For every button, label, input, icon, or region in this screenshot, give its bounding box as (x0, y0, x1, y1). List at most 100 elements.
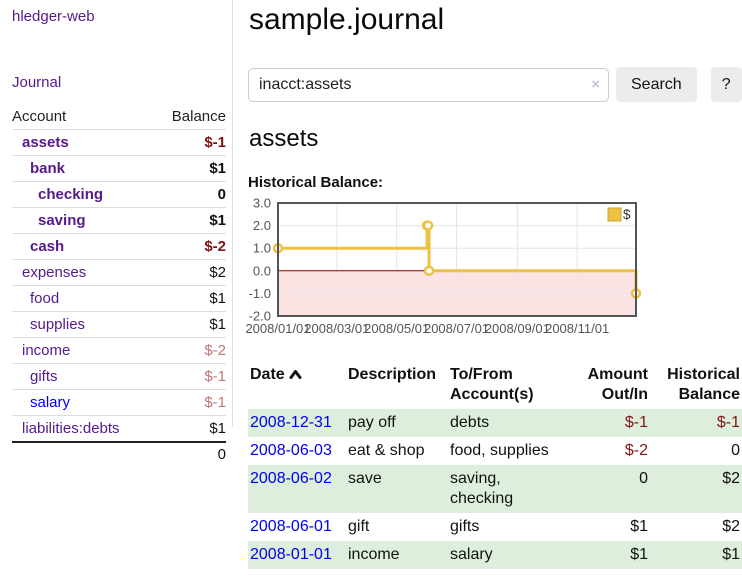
register-accounts: debts (450, 414, 490, 431)
account-row: checking 0 (12, 181, 226, 208)
register-description: eat & shop (348, 442, 425, 459)
app-title-link[interactable]: hledger-web (12, 8, 95, 25)
x-tick-label: 2008/07/01 (424, 321, 489, 336)
sidebar-account-link[interactable]: cash (30, 238, 65, 255)
x-tick-label: 2008/03/01 (304, 321, 369, 336)
account-row: assets $-1 (12, 129, 226, 156)
register-date-cell: 2008-06-03 (248, 437, 346, 465)
sidebar-account-balance: $-2 (154, 337, 226, 364)
search-input[interactable] (248, 67, 609, 102)
register-amount: $-1 (624, 414, 648, 431)
register-row: 2008-06-02 save saving, checking 0 $2 (248, 465, 742, 513)
sidebar-account-balance: $1 (154, 207, 226, 234)
register-date-link[interactable]: 2008-12-31 (250, 414, 332, 431)
nav-journal-link[interactable]: Journal (12, 74, 62, 91)
search-bar: × Search ? (248, 67, 742, 102)
accounts-col-balance: Balance (154, 105, 226, 130)
register-col-description: Description (348, 366, 437, 383)
register-amount: 0 (639, 470, 648, 487)
register-amount: $1 (630, 518, 648, 535)
register-date-link[interactable]: 2008-06-01 (250, 518, 332, 535)
sidebar-account-link[interactable]: expenses (22, 264, 87, 281)
register-date-cell: 2008-12-31 (248, 409, 346, 437)
register-col-date[interactable]: Date (248, 363, 346, 409)
y-tick-label: 0.0 (253, 263, 271, 278)
register-col-amount: Amount Out/In (587, 366, 648, 403)
register-date-cell: 2008-06-02 (248, 465, 346, 513)
sidebar-account-link[interactable]: gifts (30, 368, 58, 385)
register-date-cell: 2008-01-01 (248, 541, 346, 569)
register-amount: $1 (630, 546, 648, 563)
register-description: save (348, 470, 382, 487)
legend-label: $ (623, 207, 631, 222)
account-heading: assets (249, 125, 319, 152)
register-date-link[interactable]: 2008-06-02 (250, 470, 332, 487)
accounts-col-account: Account (12, 105, 155, 130)
register-accounts: saving, checking (450, 470, 514, 507)
sidebar-account-balance: $2 (154, 259, 226, 286)
sidebar-account-link[interactable]: checking (38, 186, 104, 203)
sort-ascending-icon (289, 366, 302, 386)
page-title: sample.journal (249, 3, 445, 36)
register-col-date-label: Date (250, 366, 285, 383)
sidebar-account-link[interactable]: food (30, 290, 60, 307)
sidebar-account-balance: $1 (154, 155, 226, 182)
clear-search-icon[interactable]: × (591, 75, 600, 93)
register-accounts: food, supplies (450, 442, 549, 459)
sidebar-account-link[interactable]: bank (30, 160, 66, 177)
historical-balance-chart: $ -2.0 -1.0 0.0 1.0 2.0 3.0 2008/01/012008/03/0… (245, 196, 642, 336)
register-col-accounts: To/From Account(s) (450, 366, 534, 403)
sidebar-account-balance: $-1 (154, 389, 226, 416)
register-date-cell: 2008-06-01 (248, 513, 346, 541)
register-date-link[interactable]: 2008-01-01 (250, 546, 332, 563)
register-balance: $2 (722, 518, 740, 535)
account-row: bank $1 (12, 155, 226, 182)
search-input-wrap: × (248, 67, 609, 102)
account-row: liabilities:debts $1 (12, 415, 226, 443)
account-row: food $1 (12, 285, 226, 312)
sidebar-account-link[interactable]: income (22, 342, 71, 359)
account-row: cash $-2 (12, 233, 226, 260)
account-row: salary $-1 (12, 389, 226, 416)
register-amount: $-2 (624, 442, 648, 459)
main-content: sample.journal × Search ? assets Histori… (245, 0, 742, 569)
account-row: supplies $1 (12, 311, 226, 338)
sidebar-account-link[interactable]: supplies (30, 316, 86, 333)
register-balance: 0 (731, 442, 740, 459)
sidebar-account-balance: $-1 (154, 129, 226, 156)
plot-border (277, 202, 637, 317)
register-accounts: salary (450, 546, 493, 563)
account-row: gifts $-1 (12, 363, 226, 390)
search-button[interactable]: Search (616, 67, 697, 102)
register-row: 2008-01-01 income salary $1 $1 (248, 541, 742, 569)
y-tick-label: 1.0 (253, 241, 271, 256)
legend-swatch (607, 207, 622, 222)
sidebar-account-balance: $-2 (154, 233, 226, 260)
y-tick-label: 2.0 (253, 218, 271, 233)
account-row: expenses $2 (12, 259, 226, 286)
data-point-marker (422, 220, 434, 231)
sidebar-account-link[interactable]: liabilities:debts (22, 420, 120, 437)
x-tick-label: 2008/09/01 (485, 321, 550, 336)
x-tick-label: 2008/11/01 (545, 321, 609, 336)
y-tick-label: 3.0 (253, 196, 271, 211)
sidebar-account-link[interactable]: saving (38, 212, 86, 229)
sidebar-divider (232, 0, 233, 427)
sidebar-account-balance: $1 (154, 285, 226, 312)
accounts-total-spacer (12, 441, 155, 466)
accounts-total-value: 0 (154, 441, 226, 466)
register-balance: $1 (722, 546, 740, 563)
sidebar-account-link[interactable]: salary (30, 394, 71, 411)
register-row: 2008-12-31 pay off debts $-1 $-1 (248, 409, 742, 437)
register-description: gift (348, 518, 370, 535)
register-description: pay off (348, 414, 396, 431)
sidebar: hledger-web Journal Account Balance asse… (0, 0, 232, 466)
y-tick-label: -2.0 (249, 309, 271, 324)
help-button[interactable]: ? (710, 67, 742, 102)
chart-label: Historical Balance: (248, 174, 384, 191)
register-balance: $-1 (716, 414, 740, 431)
register-date-link[interactable]: 2008-06-03 (250, 442, 332, 459)
register-col-balance: Historical Balance (667, 366, 740, 403)
sidebar-account-link[interactable]: assets (22, 134, 69, 151)
x-tick-label: 2008/01/01 (245, 321, 310, 336)
